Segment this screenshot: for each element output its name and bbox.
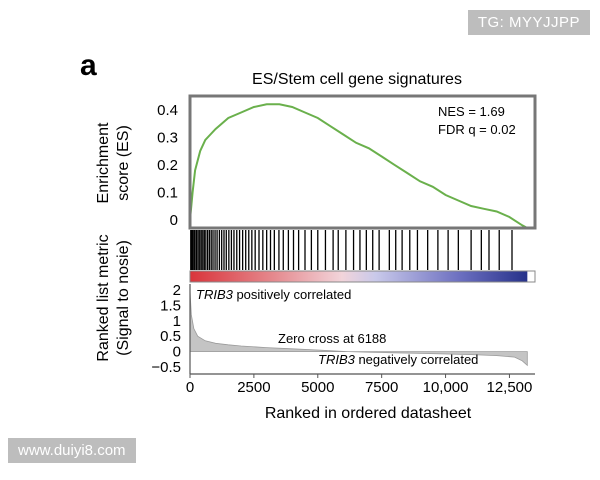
metric-ytick-label: 1.5 <box>160 298 181 315</box>
metric-y-ticks: −0.500.511.52 <box>151 282 181 376</box>
metric-ytick-label: −0.5 <box>151 359 181 376</box>
negative-corr-text: negatively correlated <box>355 352 479 367</box>
negative-corr-label: TRIB3 negatively correlated <box>318 352 478 367</box>
ranking-heatmap-bar <box>189 270 536 283</box>
metric-plot-area <box>189 284 535 375</box>
panel-letter: a <box>80 49 97 82</box>
metric-ytick-label: 2 <box>173 282 181 299</box>
ranking-bar-frame <box>189 270 536 283</box>
es-ytick-label: 0.3 <box>157 129 178 146</box>
metric-xtick-label: 10,000 <box>423 379 469 396</box>
metric-xtick-label: 12,500 <box>486 379 532 396</box>
es-ytick-label: 0.1 <box>157 184 178 201</box>
positive-corr-text: positively correlated <box>233 287 352 302</box>
watermark-url: www.duiyi8.com <box>8 438 136 463</box>
metric-ylabel-line2: (Signal to nosie) <box>115 240 132 356</box>
es-plot-frame <box>188 94 537 230</box>
metric-ytick-label: 0 <box>173 344 181 361</box>
positive-corr-gene: TRIB3 <box>196 287 234 302</box>
metric-xtick-label: 2500 <box>237 379 270 396</box>
positive-corr-label: TRIB3 positively correlated <box>196 287 351 302</box>
metric-ylabel-line1: Ranked list metric <box>95 234 112 361</box>
es-ytick-label: 0.4 <box>157 102 178 119</box>
negative-corr-gene: TRIB3 <box>318 352 356 367</box>
ranking-bar <box>190 271 528 282</box>
es-y-ticks: 0 0.1 0.2 0.3 0.4 <box>157 102 178 229</box>
metric-x-ticks: 0 2500 5000 7500 10,000 12,500 <box>186 374 532 396</box>
es-curve <box>189 103 528 229</box>
es-ytick-label: 0 <box>170 212 178 229</box>
es-ytick-label: 0.2 <box>157 157 178 174</box>
es-ylabel-line1: Enrichment <box>95 122 112 203</box>
nes-label: NES = 1.69 <box>438 104 505 119</box>
chart-title: ES/Stem cell gene signatures <box>252 71 462 88</box>
es-plot-area <box>189 103 528 229</box>
metric-xtick-label: 5000 <box>301 379 334 396</box>
metric-ytick-label: 1 <box>173 313 181 330</box>
fdr-label: FDR q = 0.02 <box>438 122 516 137</box>
x-axis-label: Ranked in ordered datasheet <box>265 405 472 422</box>
gene-hit-lines <box>190 230 513 270</box>
metric-xtick-label: 0 <box>186 379 194 396</box>
es-ylabel-line2: score (ES) <box>115 125 132 201</box>
tg-badge: TG: MYYJJPP <box>467 10 590 35</box>
metric-area <box>189 290 528 367</box>
metric-ytick-label: 0.5 <box>160 328 181 345</box>
zero-cross-label: Zero cross at 6188 <box>278 331 386 346</box>
metric-xtick-label: 7500 <box>365 379 398 396</box>
